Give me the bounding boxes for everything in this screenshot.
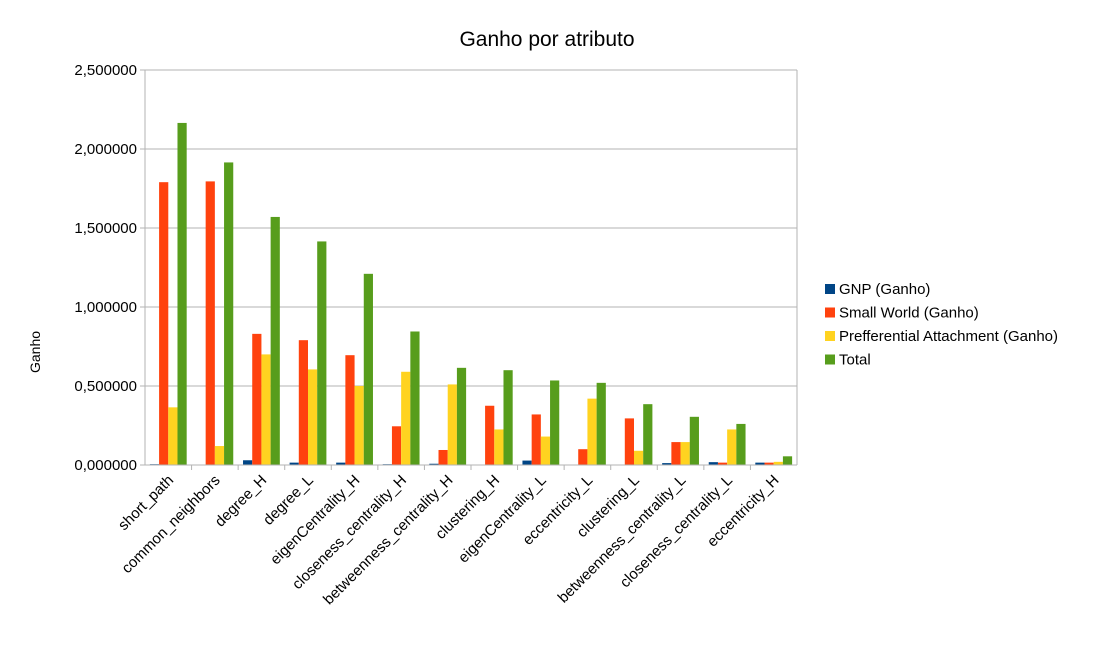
bar (205, 181, 215, 465)
x-tick-label: eigenCentrality_L (455, 472, 550, 567)
bar (252, 333, 262, 465)
bar (550, 380, 560, 465)
bar (363, 273, 373, 465)
bar (736, 423, 746, 465)
bar (540, 436, 551, 465)
bars-group (149, 122, 793, 466)
legend-label: Prefferential Attachment (Ganho) (839, 328, 1058, 345)
bar (447, 384, 457, 465)
bar (494, 429, 504, 465)
bar (336, 462, 346, 465)
bar (624, 418, 634, 465)
bar (782, 456, 793, 465)
bar (717, 462, 728, 465)
bar (429, 463, 439, 465)
bar (643, 404, 653, 465)
bar (634, 450, 644, 465)
bar (708, 462, 718, 465)
gridlines (140, 69, 797, 466)
bar (289, 462, 299, 465)
bar (503, 370, 513, 465)
y-tick-label: 1,500000 (74, 220, 137, 237)
bar (596, 382, 606, 465)
legend-swatch (825, 354, 835, 365)
legend-swatch (825, 307, 835, 318)
bar (391, 426, 402, 465)
x-tick-labels: short_pathcommon_neighborsdegree_Hdegree… (115, 472, 783, 608)
y-tick-label: 0,000000 (74, 457, 137, 474)
bar (587, 398, 597, 465)
bar (159, 182, 169, 465)
bar (578, 449, 588, 465)
bar (438, 449, 448, 465)
bar (456, 367, 467, 465)
bar (243, 460, 253, 465)
y-axis-title: Ganho (27, 331, 43, 373)
y-tick-label: 2,500000 (74, 62, 137, 79)
y-tick-label: 2,000000 (74, 141, 137, 158)
bar (345, 355, 355, 465)
bar (308, 369, 318, 465)
bar (261, 354, 271, 465)
bar (680, 442, 690, 465)
bar (485, 405, 495, 465)
chart-title: Ganho por atributo (459, 28, 634, 51)
bar (401, 371, 411, 465)
bar (662, 463, 672, 465)
bar (727, 429, 737, 465)
legend-label: Small World (Ganho) (839, 305, 979, 322)
legend-swatch (825, 284, 835, 294)
bar (354, 386, 364, 465)
bar (764, 462, 774, 465)
bar (755, 462, 765, 465)
legend-label: GNP (Ganho) (839, 281, 930, 298)
y-tick-label: 0,500000 (74, 378, 137, 395)
legend: GNP (Ganho) Small World (Ganho) Prefferent… (825, 281, 1058, 369)
legend-swatch (825, 331, 835, 341)
bar (410, 331, 420, 465)
bar (168, 407, 178, 465)
bar (689, 416, 699, 465)
bar (773, 461, 783, 465)
axes (144, 70, 798, 470)
bar (317, 241, 327, 465)
bar (270, 216, 280, 465)
bar (298, 340, 308, 465)
bar (531, 414, 541, 465)
bar (214, 446, 225, 465)
bar (224, 162, 234, 465)
bar (177, 122, 187, 466)
y-tick-label: 1,000000 (74, 299, 137, 316)
legend-label: Total (839, 352, 871, 369)
y-tick-labels: 0,000000 0,500000 1,000000 1,500000 2,000000… (74, 62, 137, 474)
bar (671, 442, 681, 465)
bar (522, 460, 532, 465)
